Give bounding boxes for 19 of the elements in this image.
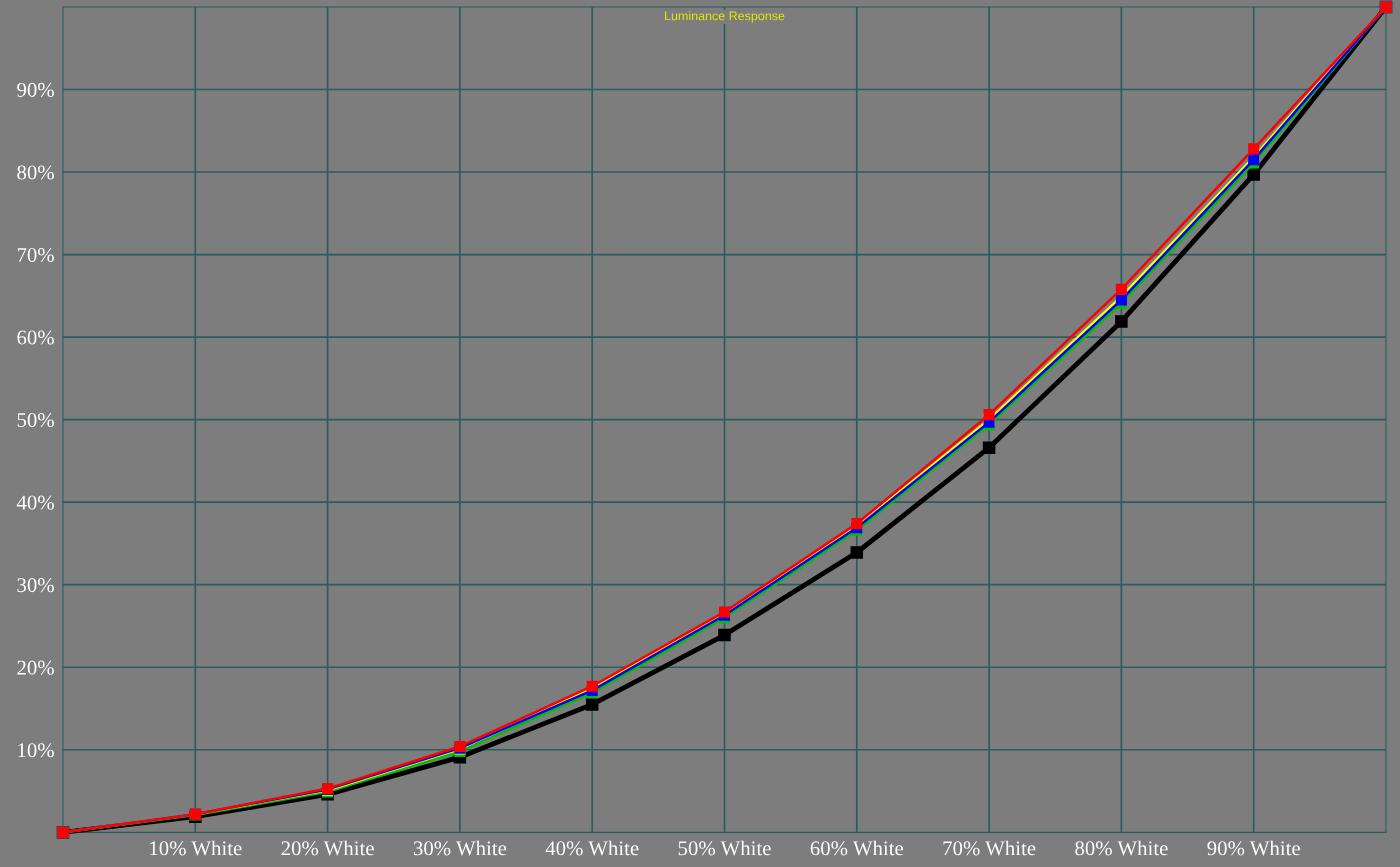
y-tick-label: 60% [17,330,54,345]
y-tick-label: 10% [18,743,54,758]
y-tick-label: 90% [17,82,54,97]
x-tick-label: 30% White [413,840,507,856]
y-tick-label: 40% [16,495,54,510]
y-tick-label: 30% [17,578,54,593]
x-tick-label: 80% White [1075,840,1168,856]
x-tick-label: 60% White [810,840,904,856]
x-tick-label: 10% White [150,840,242,856]
x-tick-label: 40% White [545,840,639,856]
x-tick-label: 20% White [281,840,374,856]
y-tick-label: 20% [17,660,54,675]
y-tick-label: 80% [17,165,54,180]
x-tick-label: 70% White [943,840,1036,856]
y-tick-label: 50% [17,413,54,428]
x-tick-label: 90% White [1207,840,1300,856]
x-tick-label: 50% White [678,840,771,856]
chart-title: Luminance Response [665,11,785,23]
y-tick-label: 70% [17,247,54,263]
